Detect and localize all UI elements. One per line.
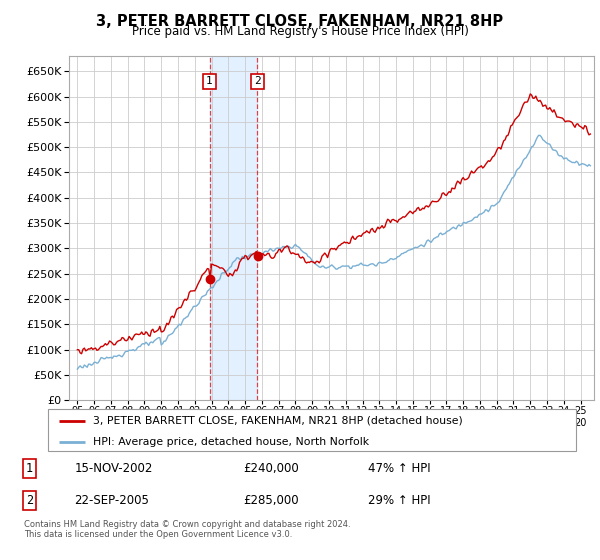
Text: 22-SEP-2005: 22-SEP-2005	[74, 494, 149, 507]
Text: 29% ↑ HPI: 29% ↑ HPI	[368, 494, 430, 507]
Bar	[209, 56, 257, 400]
FancyBboxPatch shape	[48, 409, 576, 451]
Text: Contains HM Land Registry data © Crown copyright and database right 2024.
This d: Contains HM Land Registry data © Crown c…	[24, 520, 350, 539]
Text: 3, PETER BARRETT CLOSE, FAKENHAM, NR21 8HP (detached house): 3, PETER BARRETT CLOSE, FAKENHAM, NR21 8…	[93, 416, 463, 426]
Text: 2: 2	[254, 76, 261, 86]
Text: 1: 1	[206, 76, 213, 86]
Text: 15-NOV-2002: 15-NOV-2002	[74, 462, 153, 475]
Text: Price paid vs. HM Land Registry's House Price Index (HPI): Price paid vs. HM Land Registry's House …	[131, 25, 469, 38]
Text: £285,000: £285,000	[244, 494, 299, 507]
Text: 3, PETER BARRETT CLOSE, FAKENHAM, NR21 8HP: 3, PETER BARRETT CLOSE, FAKENHAM, NR21 8…	[97, 14, 503, 29]
Text: 1: 1	[26, 462, 33, 475]
Text: £240,000: £240,000	[244, 462, 299, 475]
Text: HPI: Average price, detached house, North Norfolk: HPI: Average price, detached house, Nort…	[93, 437, 369, 446]
Text: 2: 2	[26, 494, 33, 507]
Text: 47% ↑ HPI: 47% ↑ HPI	[368, 462, 430, 475]
